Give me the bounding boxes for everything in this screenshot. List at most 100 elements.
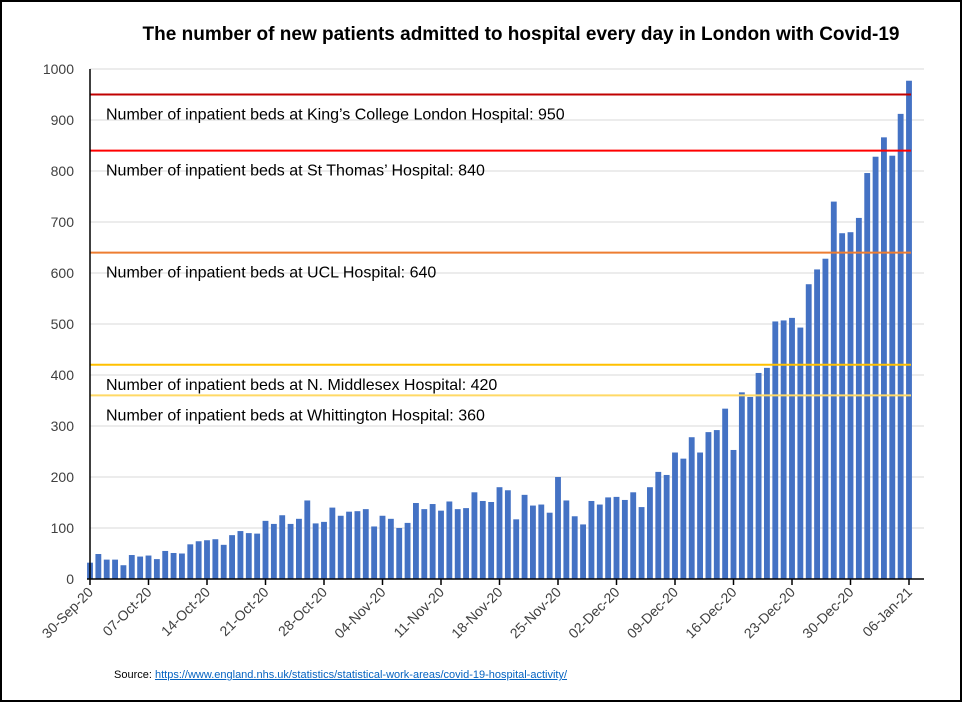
bar: [814, 269, 820, 579]
bar: [530, 505, 536, 579]
bar: [755, 372, 762, 579]
bar: [647, 487, 653, 579]
reference-line-label: Number of inpatient beds at St Thomas’ H…: [106, 163, 485, 180]
bar: [120, 565, 127, 579]
y-tick-label: 600: [51, 265, 75, 281]
bar: [789, 317, 795, 579]
x-tick-label: 28-Oct-20: [275, 584, 330, 639]
bar: [897, 113, 904, 579]
bar: [822, 258, 829, 579]
bar: [797, 327, 804, 579]
bar: [588, 500, 595, 579]
reference-line-label: Number of inpatient beds at Whittington …: [106, 407, 485, 424]
bar: [379, 515, 386, 579]
chart-title: The number of new patients admitted to h…: [142, 24, 900, 45]
y-tick-label: 500: [51, 316, 75, 332]
bar: [371, 526, 378, 579]
bar: [446, 501, 453, 579]
bar: [680, 458, 687, 579]
bar: [580, 524, 586, 579]
bar: [538, 504, 545, 579]
bar: [496, 487, 503, 579]
x-tick-label: 14-Oct-20: [158, 584, 213, 639]
source-note: Source: https://www.england.nhs.uk/stati…: [114, 669, 567, 681]
bar: [672, 452, 678, 579]
bar: [128, 555, 135, 579]
bar: [881, 137, 887, 579]
bar: [864, 173, 871, 580]
bar: [546, 512, 553, 579]
bar: [454, 509, 461, 579]
bar: [262, 520, 269, 579]
bar: [296, 518, 302, 579]
bar: [179, 553, 185, 579]
bar: [137, 556, 144, 579]
bar: [220, 544, 227, 579]
bar: [688, 437, 695, 579]
bar: [747, 396, 754, 579]
x-tick-label: 07-Oct-20: [99, 584, 154, 639]
bar: [112, 559, 118, 579]
bar: [638, 507, 645, 579]
bar: [321, 521, 327, 579]
bar: [521, 494, 528, 579]
source-link[interactable]: https://www.england.nhs.uk/statistics/st…: [154, 669, 568, 681]
y-tick-label: 100: [51, 520, 75, 536]
bar: [387, 518, 394, 579]
bar: [705, 432, 712, 579]
y-tick-label: 200: [51, 469, 75, 485]
bar: [504, 490, 511, 579]
bar: [103, 559, 110, 579]
x-tick-label: 25-Nov-20: [507, 584, 565, 642]
bar: [329, 507, 336, 579]
x-tick-label: 06-Jan-21: [859, 584, 915, 640]
y-tick-label: 700: [51, 214, 75, 230]
bar: [855, 217, 862, 580]
bar: [153, 559, 160, 579]
bar: [270, 523, 277, 579]
reference-line-label: Number of inpatient beds at N. Middlesex…: [106, 377, 497, 394]
bar: [621, 499, 628, 579]
bar: [839, 233, 846, 579]
x-tick-label: 04-Nov-20: [331, 584, 389, 642]
bar: [429, 504, 436, 579]
bar: [195, 541, 202, 579]
bar: [145, 555, 152, 579]
x-tick-label: 02-Dec-20: [565, 584, 623, 642]
bar: [571, 516, 578, 579]
bar: [162, 550, 169, 579]
bar: [312, 523, 319, 579]
bar: [730, 449, 737, 579]
bar: [254, 533, 261, 579]
bar: [354, 511, 361, 579]
bar: [396, 528, 403, 579]
bar: [404, 522, 411, 579]
bar: [346, 511, 352, 579]
bar: [513, 519, 520, 579]
y-tick-label: 300: [51, 418, 75, 434]
bar: [563, 500, 570, 579]
x-tick-label: 18-Nov-20: [448, 584, 506, 642]
x-tick-label: 16-Dec-20: [682, 584, 740, 642]
y-tick-label: 900: [51, 112, 75, 128]
bar: [95, 554, 102, 579]
bar: [479, 500, 486, 579]
reference-line-label: Number of inpatient beds at King’s Colle…: [106, 107, 565, 124]
bar: [304, 500, 311, 579]
bar: [212, 539, 219, 579]
bar: [237, 531, 244, 579]
bar: [438, 510, 444, 579]
bar: [889, 155, 896, 579]
bar: [187, 544, 194, 579]
bar: [613, 496, 620, 579]
bar: [488, 501, 495, 579]
bar: [279, 515, 286, 579]
bar: [245, 533, 252, 579]
bar: [337, 515, 344, 579]
bar: [362, 509, 369, 579]
x-tick-label: 09-Dec-20: [624, 584, 682, 642]
reference-line-label: Number of inpatient beds at UCL Hospital…: [106, 265, 436, 282]
x-tick-label: 21-Oct-20: [216, 584, 271, 639]
